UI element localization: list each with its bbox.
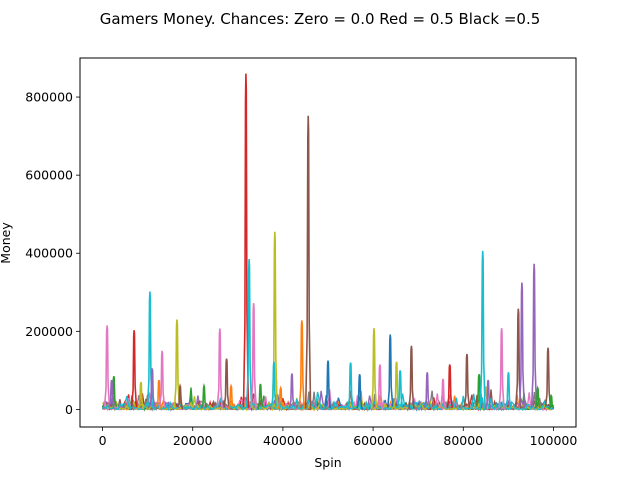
y-tick-label: 400000 (25, 246, 73, 261)
spike-19 (257, 383, 264, 410)
x-axis: 0 20000 40000 60000 80000 100000 (99, 427, 578, 448)
spike-49 (548, 394, 555, 410)
spike-41 (484, 379, 492, 409)
y-tick-label: 200000 (25, 324, 73, 339)
spike-29 (370, 328, 378, 409)
spike-38 (463, 353, 471, 408)
spike-27 (347, 362, 354, 409)
spike-35 (424, 372, 431, 407)
series-line-10 (102, 391, 555, 412)
spike-37 (446, 364, 453, 409)
y-tick-label: 800000 (25, 90, 73, 105)
spike-9 (158, 350, 166, 408)
spike-48 (544, 347, 552, 408)
plot-frame (79, 57, 577, 428)
spike-36 (439, 378, 447, 409)
spike-13 (216, 328, 223, 409)
spike-11 (176, 382, 184, 409)
spike-21 (270, 361, 278, 408)
spike-18 (250, 303, 257, 409)
spike-31 (387, 334, 394, 408)
x-tick-label: 100000 (530, 433, 578, 448)
spike-7 (148, 368, 156, 408)
spike-43 (505, 372, 512, 410)
y-axis-label: Money (0, 222, 13, 264)
spike-47 (534, 385, 541, 409)
chart-title: Gamers Money. Chances: Zero = 0.0 Red = … (100, 10, 541, 28)
spike-1 (103, 325, 111, 408)
spike-34 (408, 345, 415, 409)
y-tick-label: 600000 (25, 168, 73, 183)
spike-26 (324, 360, 332, 409)
y-axis: 0 200000 400000 600000 800000 (25, 90, 80, 417)
spike-22 (277, 385, 284, 409)
spike-5 (137, 381, 145, 410)
spike-24 (298, 320, 306, 410)
spike-45 (518, 282, 526, 409)
spike-32 (393, 361, 400, 408)
spike-12 (200, 382, 208, 408)
x-tick-label: 60000 (353, 433, 393, 448)
series-layer (101, 73, 555, 413)
spike-10 (173, 319, 181, 409)
spike-4 (130, 330, 138, 408)
x-tick-label: 0 (99, 433, 107, 448)
spike-17 (245, 259, 253, 408)
spike-33 (396, 370, 404, 408)
spike-46 (530, 263, 538, 409)
spike-28 (356, 374, 363, 410)
spike-23 (288, 373, 296, 409)
spike-14 (223, 358, 230, 408)
spike-42 (498, 328, 505, 409)
x-tick-label: 40000 (263, 433, 303, 448)
y-tick-label: 0 (65, 402, 73, 417)
spike-40 (479, 250, 486, 408)
spike-25 (304, 115, 312, 410)
x-axis-label: Spin (314, 455, 341, 470)
x-tick-label: 80000 (443, 433, 483, 448)
spike-44 (515, 308, 522, 409)
spike-16 (242, 73, 250, 408)
spike-30 (376, 364, 384, 409)
spike-3 (108, 379, 115, 410)
x-tick-label: 20000 (173, 433, 213, 448)
spike-15 (227, 383, 235, 410)
